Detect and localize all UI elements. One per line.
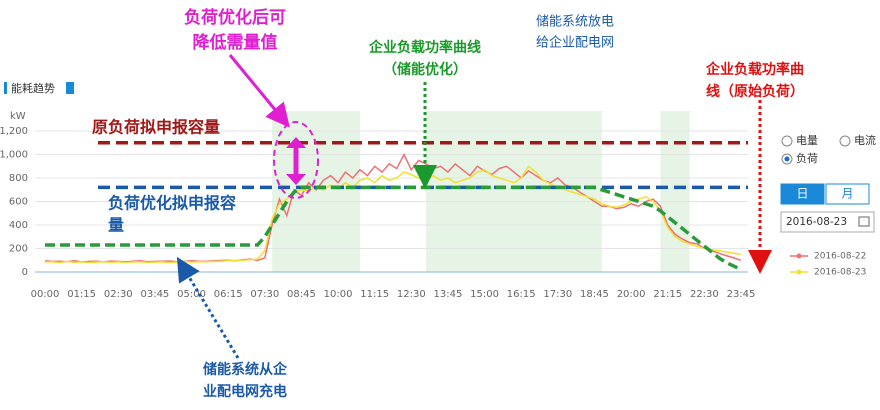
x-tick-label: 13:45	[434, 289, 463, 300]
x-tick-label: 15:00	[470, 289, 499, 300]
x-tick-label: 10:00	[324, 289, 353, 300]
y-tick-label: 400	[9, 220, 28, 231]
header-icon	[4, 82, 7, 94]
annotation-text: 给企业配电网	[536, 35, 614, 51]
radio-label: 电流	[854, 133, 876, 147]
header-icon	[66, 82, 74, 94]
y-tick-label: 800	[9, 173, 28, 184]
double-arrow-head	[286, 137, 306, 185]
header-title: 能耗趋势	[11, 81, 55, 95]
date-value: 2016-08-23	[786, 216, 847, 228]
annotation-text: 储能系统从企	[202, 361, 288, 378]
calendar-icon[interactable]	[858, 216, 870, 227]
date-input[interactable]	[780, 211, 875, 233]
x-tick-label: 08:45	[287, 289, 316, 300]
toggle-label: 月	[841, 187, 853, 201]
x-tick-label: 05:00	[177, 289, 206, 300]
x-tick-label: 11:15	[360, 289, 389, 300]
x-tick-label: 18:45	[580, 289, 609, 300]
period-band	[272, 111, 361, 272]
radio-dot	[784, 156, 790, 162]
x-tick-label: 07:30	[250, 289, 279, 300]
y-tick-label: 1,000	[0, 150, 28, 161]
radio-button[interactable]	[839, 135, 851, 147]
y-tick-label: 1,200	[0, 126, 28, 137]
radio-button[interactable]	[781, 135, 793, 147]
toggle-button[interactable]	[825, 183, 870, 205]
annotation-arrow	[228, 54, 290, 128]
x-tick-label: 02:30	[104, 289, 133, 300]
reference-label: 量	[108, 216, 124, 235]
period-band	[425, 111, 602, 272]
reference-label: 负荷优化拟申报容	[108, 194, 236, 213]
legend-label: 2016-08-23	[814, 268, 866, 278]
radio-label: 电量	[796, 134, 818, 147]
y-axis-label: kW	[10, 111, 26, 122]
x-tick-label: 17:30	[543, 289, 572, 300]
y-tick-label: 200	[9, 244, 28, 255]
series-line	[44, 165, 742, 264]
annotation-text: （储能优化）	[383, 61, 467, 78]
toggle-label: 日	[796, 187, 808, 201]
x-tick-label: 03:45	[140, 289, 169, 300]
annotation-text: 负荷优化后可	[184, 7, 286, 28]
x-tick-label: 23:45	[727, 289, 756, 300]
annotation-text: 储能系统放电	[536, 15, 614, 30]
x-tick-label: 01:15	[67, 289, 96, 300]
highlight-ellipse	[273, 121, 319, 199]
annotation-text: 线（原始负荷）	[706, 83, 804, 100]
legend-swatch	[796, 253, 802, 259]
period-band	[660, 111, 690, 272]
y-tick-label: 0	[22, 267, 28, 278]
y-tick-label: 600	[9, 197, 28, 208]
radio-label: 负荷	[796, 151, 818, 165]
toggle-button[interactable]	[780, 183, 825, 205]
legend-swatch	[796, 269, 802, 275]
x-tick-label: 12:30	[397, 289, 426, 300]
annotation-text: 降低需量值	[193, 32, 278, 53]
x-tick-label: 22:30	[690, 289, 719, 300]
x-tick-label: 00:00	[31, 289, 60, 300]
reference-label: 原负荷拟申报容量	[92, 118, 220, 137]
annotation-text: 企业负载功率曲线	[368, 39, 481, 56]
annotation-arrow	[176, 256, 240, 359]
legend-label: 2016-08-22	[814, 252, 866, 262]
x-tick-label: 21:15	[653, 289, 682, 300]
x-tick-label: 20:00	[617, 289, 646, 300]
annotation-text: 企业负载功率曲	[705, 61, 804, 78]
x-tick-label: 16:15	[507, 289, 536, 300]
optimized-curve	[45, 185, 742, 272]
x-tick-label: 06:15	[214, 289, 243, 300]
annotation-text: 业配电网充电	[203, 383, 287, 400]
